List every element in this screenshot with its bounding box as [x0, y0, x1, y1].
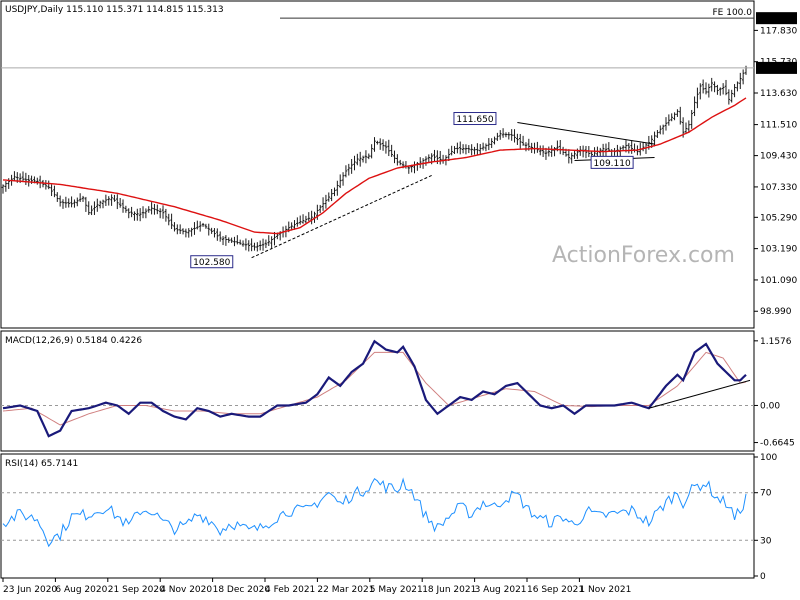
xtick-label: 3 Aug 2021 — [475, 585, 527, 595]
price-panel — [0, 0, 755, 329]
last-price-tag-text: 115.313 — [759, 64, 796, 74]
price-trendline — [251, 174, 432, 259]
price-ytick-label: 103.190 — [760, 245, 797, 255]
price-annotation-label: 111.650 — [456, 115, 493, 125]
xtick-label: 22 Mar 2021 — [317, 585, 374, 595]
moving-average-line — [2, 97, 747, 235]
price-ytick-label: 98.990 — [760, 307, 792, 317]
rsi-ytick-label: 0 — [760, 572, 766, 582]
macd-ytick-label: 0.00 — [760, 401, 780, 411]
price-ytick-label: 109.430 — [760, 152, 797, 162]
price-ytick-label: 111.510 — [760, 121, 797, 131]
xtick-label: 4 Nov 2020 — [160, 585, 212, 595]
rsi-panel — [0, 453, 755, 579]
watermark: ActionForex.com — [552, 243, 735, 268]
macd-signal-line — [2, 351, 747, 426]
xtick-label: 1 Nov 2021 — [579, 585, 631, 595]
price-ytick-label: 101.090 — [760, 276, 797, 286]
fe-level-label: FE 100.0 — [713, 8, 753, 18]
xtick-label: 6 Aug 2020 — [55, 585, 107, 595]
rsi-panel-title: RSI(14) 65.7141 — [5, 459, 78, 469]
macd-line — [2, 339, 747, 438]
price-panel-title: USDJPY,Daily 115.110 115.371 114.815 115… — [5, 5, 224, 15]
price-ytick-label: 105.290 — [760, 213, 797, 223]
xtick-label: 5 May 2021 — [370, 585, 423, 595]
macd-trendline — [648, 379, 751, 409]
rsi-ytick-label: 100 — [760, 453, 777, 463]
price-annotation-label: 102.580 — [193, 258, 230, 268]
macd-panel-title: MACD(12,26,9) 0.5184 0.4226 — [5, 336, 142, 346]
rsi-ytick-label: 70 — [760, 489, 772, 499]
xtick-label: 18 Jun 2021 — [422, 585, 476, 595]
fe-level-tag-box — [756, 12, 797, 25]
rsi-ytick-label: 30 — [760, 536, 772, 546]
fe-level-tag-text: 118.650 — [759, 14, 796, 24]
price-ytick-label: 113.630 — [760, 89, 797, 99]
xtick-label: 18 Dec 2020 — [213, 585, 271, 595]
xtick-label: 21 Sep 2020 — [108, 585, 165, 595]
rsi-line — [2, 477, 747, 548]
last-price-tag-box — [756, 61, 797, 74]
price-annotation-box — [453, 112, 497, 126]
price-annotation-box — [190, 255, 234, 269]
price-ytick-label: 107.330 — [760, 183, 797, 193]
price-trendline — [517, 122, 655, 145]
price-annotation-box — [590, 155, 634, 169]
macd-panel — [0, 330, 755, 452]
macd-ytick-label: -0.6645 — [760, 439, 795, 449]
xtick-label: 16 Sep 2021 — [527, 585, 584, 595]
xtick-label: 23 Jun 2020 — [3, 585, 57, 595]
macd-ytick-label: 1.1576 — [760, 337, 792, 347]
price-annotation-label: 109.110 — [594, 159, 631, 169]
xtick-label: 4 Feb 2021 — [265, 585, 315, 595]
price-ytick-label: 117.830 — [760, 26, 797, 36]
